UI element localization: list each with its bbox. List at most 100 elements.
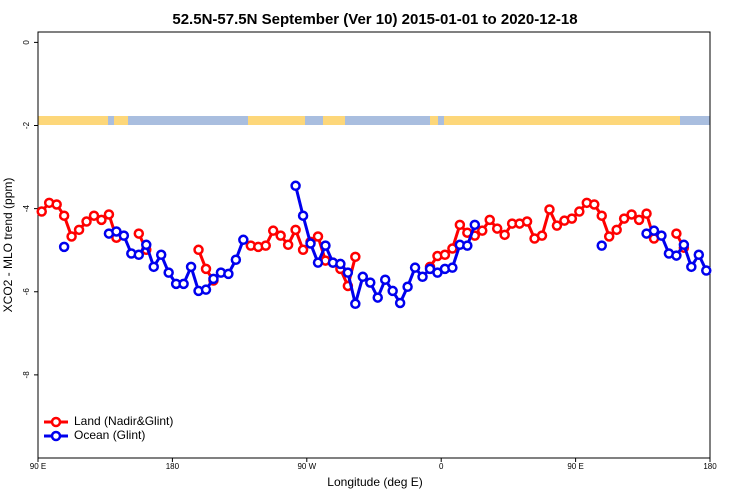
data-point (566, 213, 578, 224)
data-point (73, 224, 85, 236)
y-tick-label: -2 (22, 121, 31, 129)
data-point (462, 240, 473, 251)
data-point (357, 271, 369, 283)
data-point (678, 239, 690, 251)
data-point (155, 249, 167, 261)
data-point (484, 214, 495, 226)
data-point (350, 251, 361, 263)
data-point (394, 297, 406, 309)
y-tick-label: -4 (22, 205, 31, 213)
data-point (551, 220, 563, 231)
data-point (574, 206, 585, 217)
data-point (350, 298, 361, 310)
data-point (58, 241, 70, 253)
data-point (312, 257, 324, 268)
data-point (66, 231, 77, 242)
data-point (611, 224, 622, 236)
data-point (447, 262, 458, 273)
data-point (118, 230, 130, 241)
data-point (618, 213, 630, 224)
data-point (499, 229, 510, 241)
x-tick-label: 180 (703, 462, 717, 471)
data-point (96, 214, 107, 226)
data-point (141, 239, 152, 251)
data-point (544, 204, 555, 215)
data-point (379, 274, 391, 285)
data-point (290, 180, 301, 192)
ocean-strip (305, 116, 323, 125)
x-axis-label: Longitude (deg E) (327, 475, 422, 489)
ocean-strip (108, 116, 114, 125)
ocean-strip (680, 116, 710, 125)
x-tick-label: 90 E (567, 462, 583, 471)
data-point (454, 219, 466, 231)
data-point (656, 230, 667, 241)
data-point (626, 209, 637, 220)
data-point (81, 216, 92, 227)
data-point (477, 225, 488, 236)
data-point (208, 273, 219, 285)
legend-marker (50, 430, 62, 442)
legend: Land (Nadir&Glint)Ocean (Glint) (44, 414, 173, 442)
data-point (305, 238, 316, 249)
x-tick-label: 90 E (30, 462, 46, 471)
ocean-strip (438, 116, 444, 125)
data-point (275, 230, 286, 241)
data-point (133, 228, 145, 239)
legend-marker (50, 416, 62, 428)
data-point (387, 285, 398, 297)
data-point (185, 261, 197, 273)
data-point (133, 249, 145, 261)
data-point (282, 239, 294, 251)
data-point (641, 208, 652, 219)
data-point (103, 209, 115, 220)
data-point (365, 277, 376, 288)
legend-label: Land (Nadir&Glint) (74, 414, 173, 428)
data-point (193, 244, 204, 256)
data-point (267, 225, 279, 236)
data-point (596, 210, 607, 221)
data-point (111, 226, 122, 237)
data-point (701, 265, 712, 276)
data-point (372, 292, 383, 303)
legend-label: Ocean (Glint) (74, 428, 145, 442)
data-point (163, 267, 174, 278)
map-strip (38, 116, 710, 125)
data-point (521, 216, 533, 227)
chart-title: 52.5N-57.5N September (Ver 10) 2015-01-0… (172, 11, 577, 28)
y-tick-label: 0 (22, 40, 31, 45)
data-point (633, 214, 645, 226)
data-point (297, 244, 309, 256)
data-point (469, 219, 481, 231)
data-point (693, 249, 705, 261)
data-point (290, 224, 301, 236)
data-point (335, 258, 346, 270)
data-point (223, 268, 234, 280)
data-point (200, 284, 212, 295)
y-axis-label: XCO2 - MLO trend (ppm) (1, 178, 15, 313)
data-point (58, 210, 70, 221)
data-point (648, 225, 660, 236)
data-point (491, 223, 503, 234)
data-point (417, 271, 428, 283)
x-tick-label: 0 (439, 462, 444, 471)
y-tick-label: -6 (22, 288, 31, 296)
data-point (297, 210, 309, 221)
x-tick-label: 90 W (297, 462, 316, 471)
data-point (342, 267, 354, 278)
data-point (439, 249, 451, 261)
x-tick-label: 180 (166, 462, 180, 471)
data-point (671, 250, 682, 261)
data-point (51, 199, 62, 210)
data-point (88, 210, 100, 221)
data-point (178, 278, 189, 290)
data-point (409, 262, 421, 273)
data-point (686, 261, 697, 273)
data-point (312, 231, 324, 242)
ocean-strip (345, 116, 430, 125)
data-point (589, 199, 600, 210)
data-point (320, 240, 331, 251)
data-point (603, 231, 615, 242)
